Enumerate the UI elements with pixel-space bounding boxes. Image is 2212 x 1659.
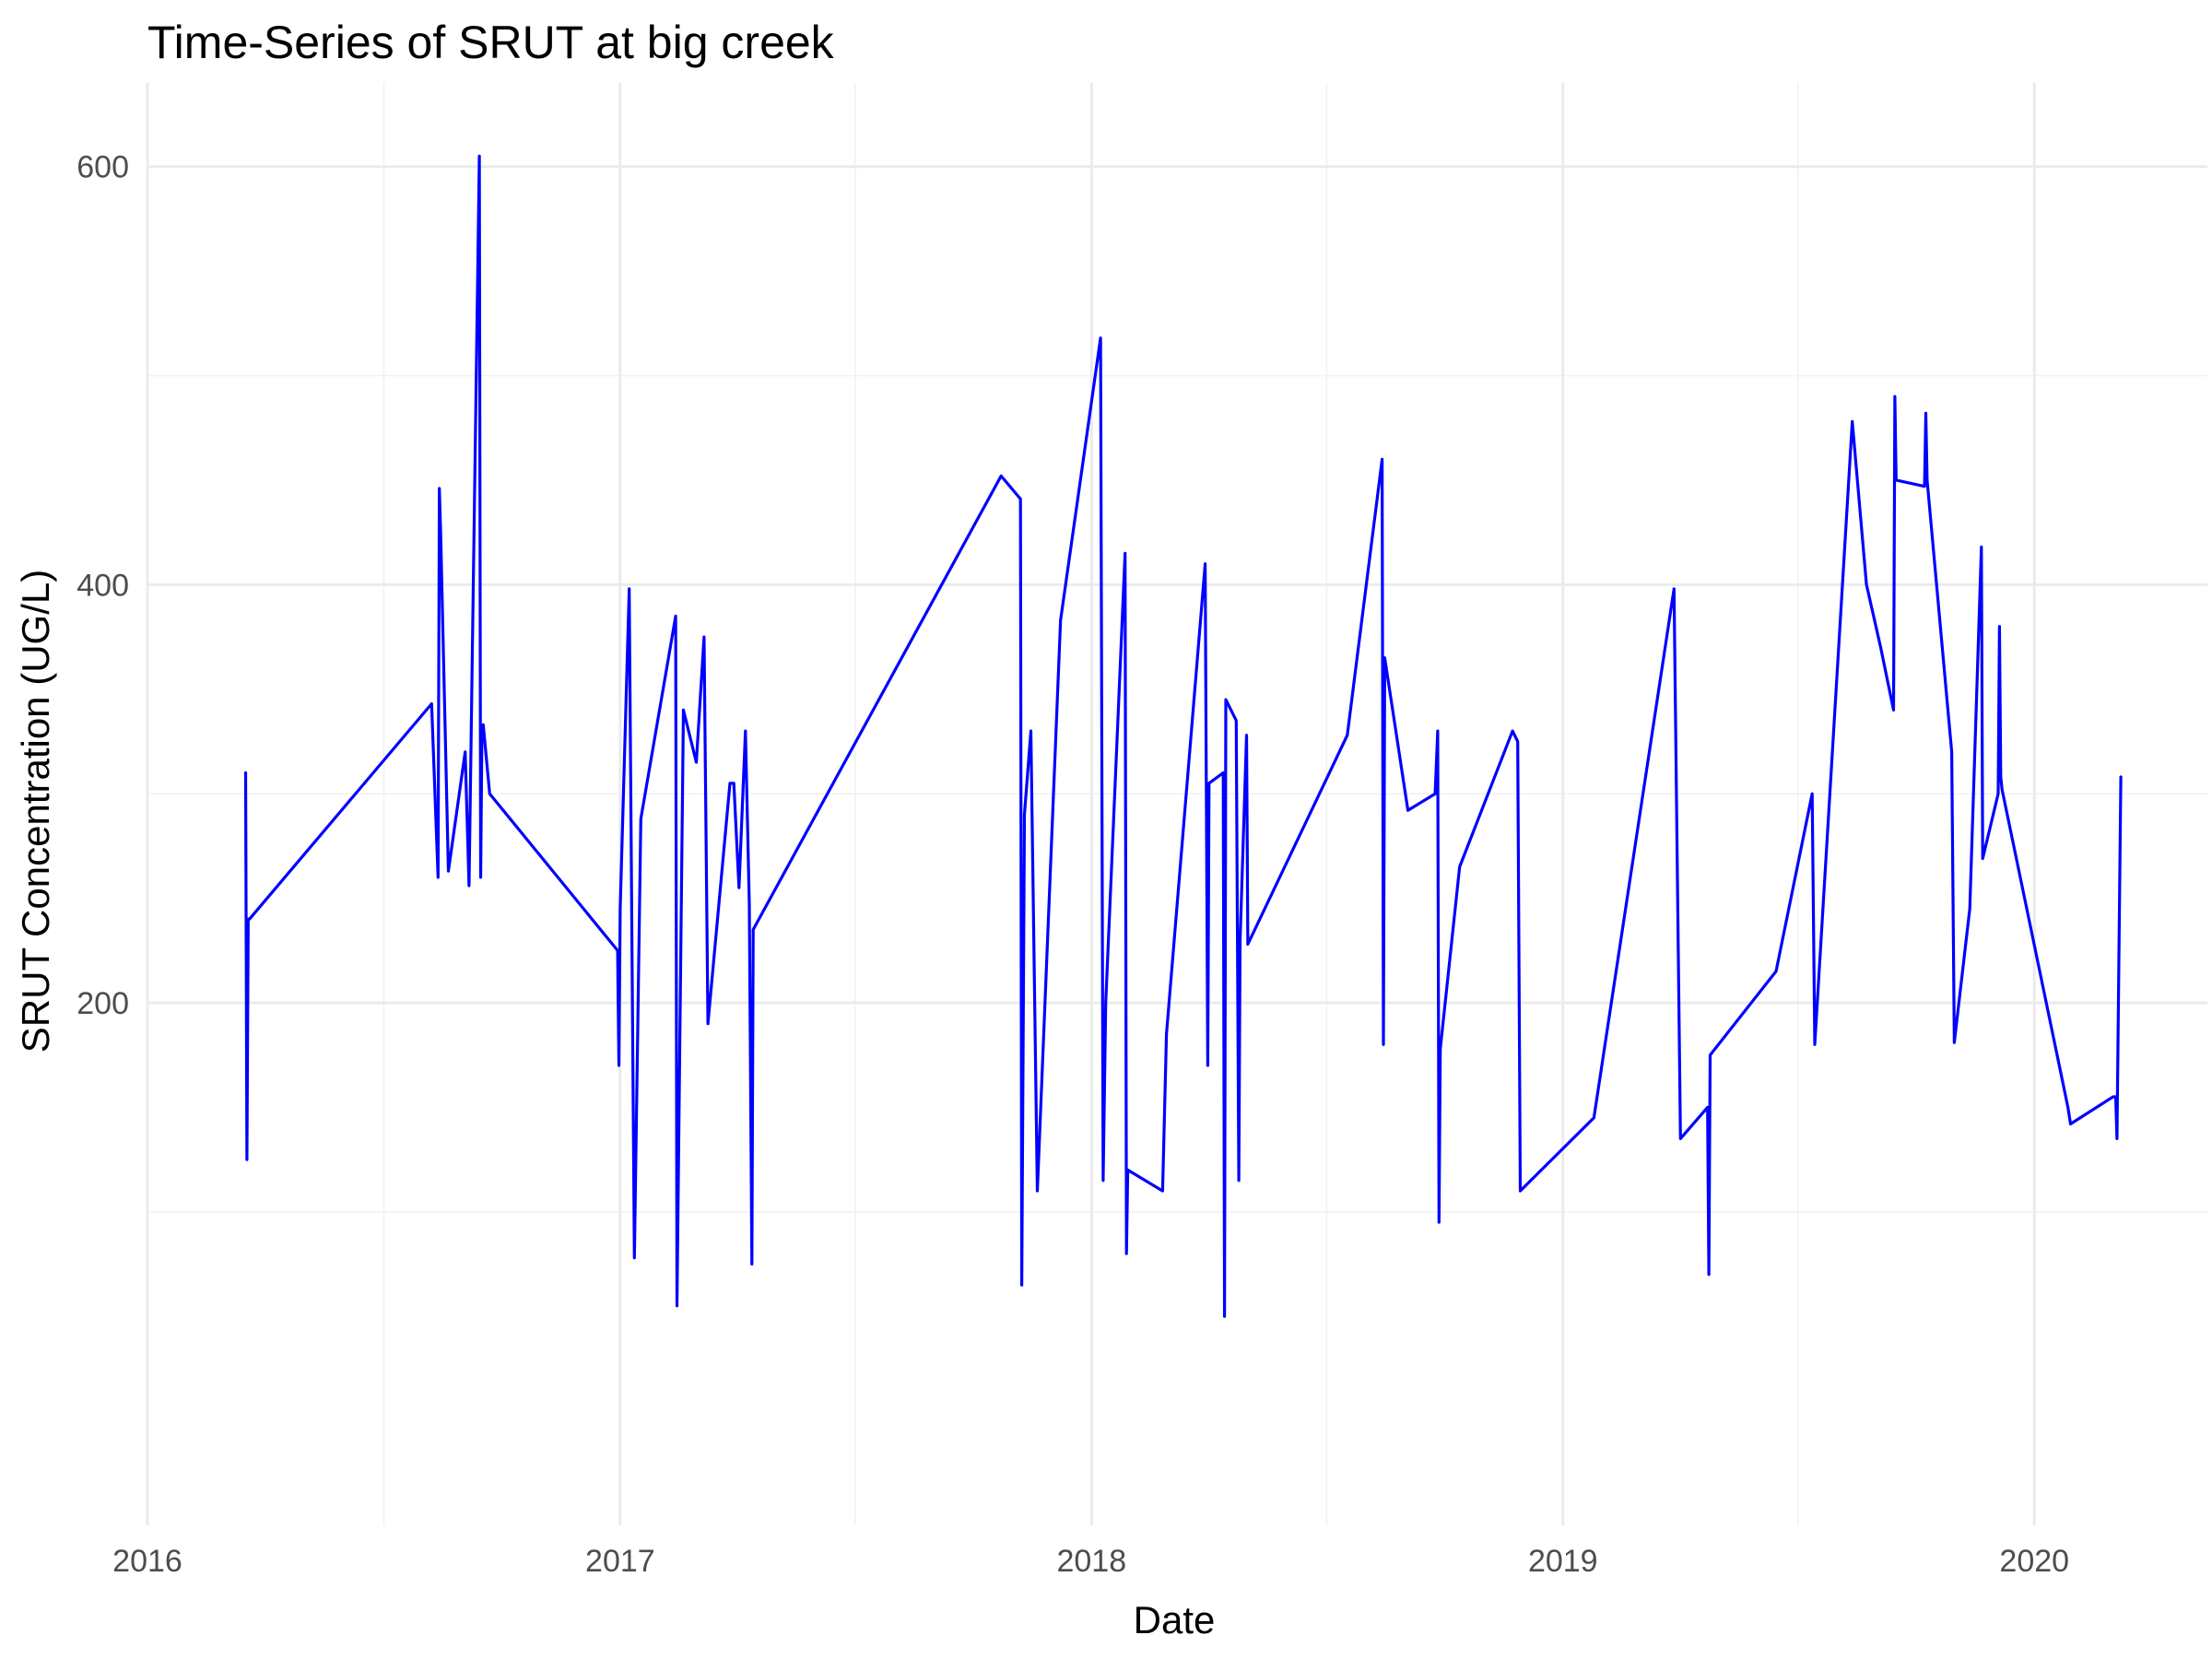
series bbox=[243, 154, 2123, 1318]
x-tick-label: 2020 bbox=[1999, 1544, 2069, 1579]
x-tick-label: 2016 bbox=[112, 1544, 182, 1579]
series-line bbox=[243, 154, 2123, 1318]
x-tick-label: 2017 bbox=[585, 1544, 655, 1579]
x-tick-label: 2018 bbox=[1056, 1544, 1126, 1579]
x-tick-labels: 2016 2017 2018 2019 2020 bbox=[112, 1544, 2069, 1579]
y-tick-label: 600 bbox=[76, 150, 129, 185]
y-axis-title: SRUT Concentration (UG/L) bbox=[14, 570, 57, 1053]
x-axis-title: Date bbox=[1134, 1598, 1216, 1641]
y-tick-labels: 200 400 600 bbox=[76, 150, 129, 1021]
y-tick-label: 400 bbox=[76, 568, 129, 603]
y-tick-label: 200 bbox=[76, 986, 129, 1021]
x-tick-label: 2019 bbox=[1528, 1544, 1598, 1579]
chart-title: Time-Series of SRUT at big creek bbox=[147, 17, 835, 68]
